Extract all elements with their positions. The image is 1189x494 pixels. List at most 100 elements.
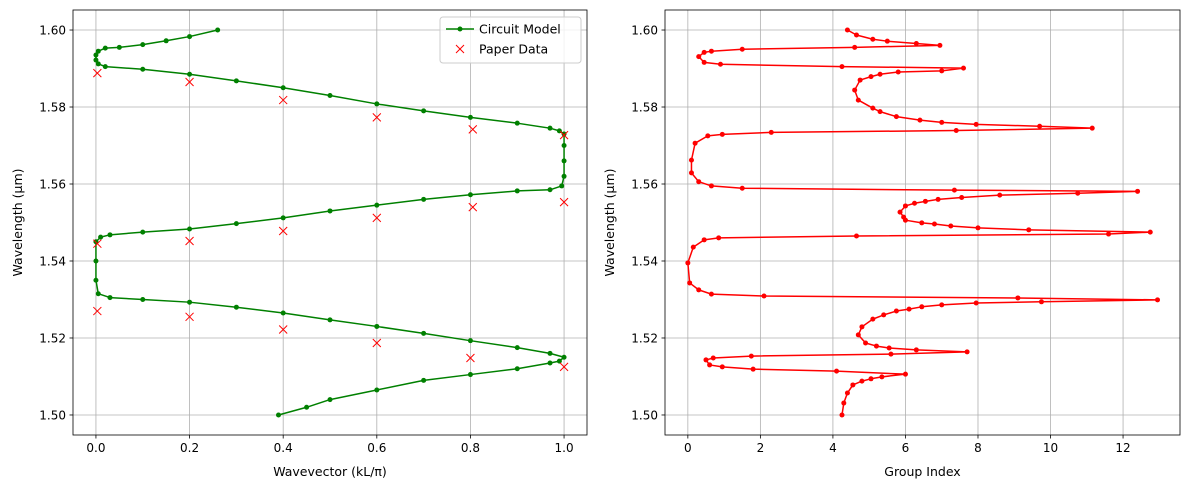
data-point [717, 61, 723, 67]
data-point [1038, 299, 1044, 305]
data-point [95, 48, 101, 54]
data-point [276, 412, 282, 418]
data-point [870, 105, 876, 111]
data-point [902, 203, 908, 209]
data-point-x-marker [92, 68, 102, 78]
data-point [561, 173, 567, 179]
data-point [685, 260, 691, 266]
data-point-x-marker [559, 362, 569, 372]
series-group-index [685, 27, 1161, 418]
data-point [280, 310, 286, 316]
data-point [895, 69, 901, 75]
data-point [886, 345, 892, 351]
data-point [863, 340, 869, 346]
data-point [931, 221, 937, 227]
data-point-x-marker [372, 113, 382, 122]
data-point [701, 237, 707, 243]
data-point [93, 52, 99, 58]
left-plot-wavevector: 0.0 0.2 0.4 0.6 0.8 1.0 1.50 1.52 1.54 1.56 1.58 1.… [10, 9, 588, 479]
x-marker-stroke [372, 338, 382, 348]
data-point [514, 188, 520, 194]
data-point [877, 109, 883, 115]
data-point [834, 368, 840, 374]
series-circuit-model [93, 27, 567, 418]
x-marker-stroke [559, 197, 569, 207]
data-point [839, 64, 845, 70]
data-point [939, 68, 945, 74]
data-point [935, 196, 941, 202]
data-point [902, 371, 908, 377]
y-tick-label: 1.60 [39, 23, 66, 37]
data-point [327, 397, 333, 403]
data-point [467, 372, 473, 378]
x-marker-stroke [559, 362, 569, 372]
data-point [708, 291, 714, 297]
data-point [973, 300, 979, 306]
data-point [561, 158, 567, 164]
data-point-x-marker [278, 95, 288, 105]
data-point-x-marker [559, 197, 569, 207]
data-point-x-marker [278, 226, 288, 236]
x-marker-stroke [185, 312, 194, 322]
data-point [879, 374, 885, 380]
data-point-x-marker [92, 239, 102, 249]
y-tick-label: 1.50 [631, 408, 658, 422]
data-point [719, 131, 725, 137]
x-marker-stroke [468, 124, 478, 134]
data-point [852, 87, 858, 93]
x-marker-stroke [185, 236, 194, 246]
data-point [703, 357, 709, 363]
x-tick-label: 12 [1115, 441, 1130, 455]
data-point [852, 44, 858, 50]
x-tick-label: 2 [757, 441, 765, 455]
x-tick-label: 8 [974, 441, 982, 455]
data-point [547, 360, 553, 366]
data-point [556, 358, 562, 364]
data-point [868, 376, 874, 382]
data-point [750, 366, 756, 372]
data-point [547, 125, 553, 131]
y-tick-label: 1.56 [631, 177, 658, 191]
data-point [116, 44, 122, 50]
data-point [140, 296, 146, 302]
data-point [953, 127, 959, 133]
data-point-x-marker [468, 124, 478, 134]
data-point [701, 59, 707, 65]
data-point [187, 34, 193, 40]
data-point [853, 233, 859, 239]
data-point [1026, 227, 1032, 233]
y-tick-label: 1.52 [631, 331, 658, 345]
data-point-x-marker [372, 213, 382, 223]
data-point [859, 324, 865, 330]
legend-circuit-model-label: Circuit Model [479, 22, 561, 37]
data-point [561, 131, 567, 137]
data-point [701, 49, 707, 55]
data-point [893, 308, 899, 314]
legend-circuit-model-marker [457, 26, 463, 32]
data-point [514, 120, 520, 126]
legend-paper-data-label: Paper Data [479, 42, 548, 57]
data-point [893, 114, 899, 120]
data-point [187, 71, 193, 77]
data-point [853, 32, 859, 38]
data-point [514, 345, 520, 351]
data-point [233, 304, 239, 310]
x-marker-stroke [466, 353, 475, 363]
series-paper-data [92, 68, 569, 372]
data-point [917, 117, 923, 123]
data-point-x-marker [92, 306, 102, 316]
x-tick-label: 0.6 [367, 441, 386, 455]
data-point [696, 54, 702, 60]
data-point [93, 277, 99, 283]
data-point [705, 133, 711, 139]
data-point [748, 353, 754, 359]
data-point [997, 192, 1003, 198]
data-point [913, 347, 919, 353]
data-point [844, 27, 850, 33]
x-marker-stroke [372, 213, 382, 223]
legend-frame [439, 16, 582, 64]
data-point [844, 390, 850, 396]
data-point [215, 27, 221, 33]
x-axis-label: Wavevector (kL/π) [273, 464, 387, 479]
data-point [421, 108, 427, 114]
